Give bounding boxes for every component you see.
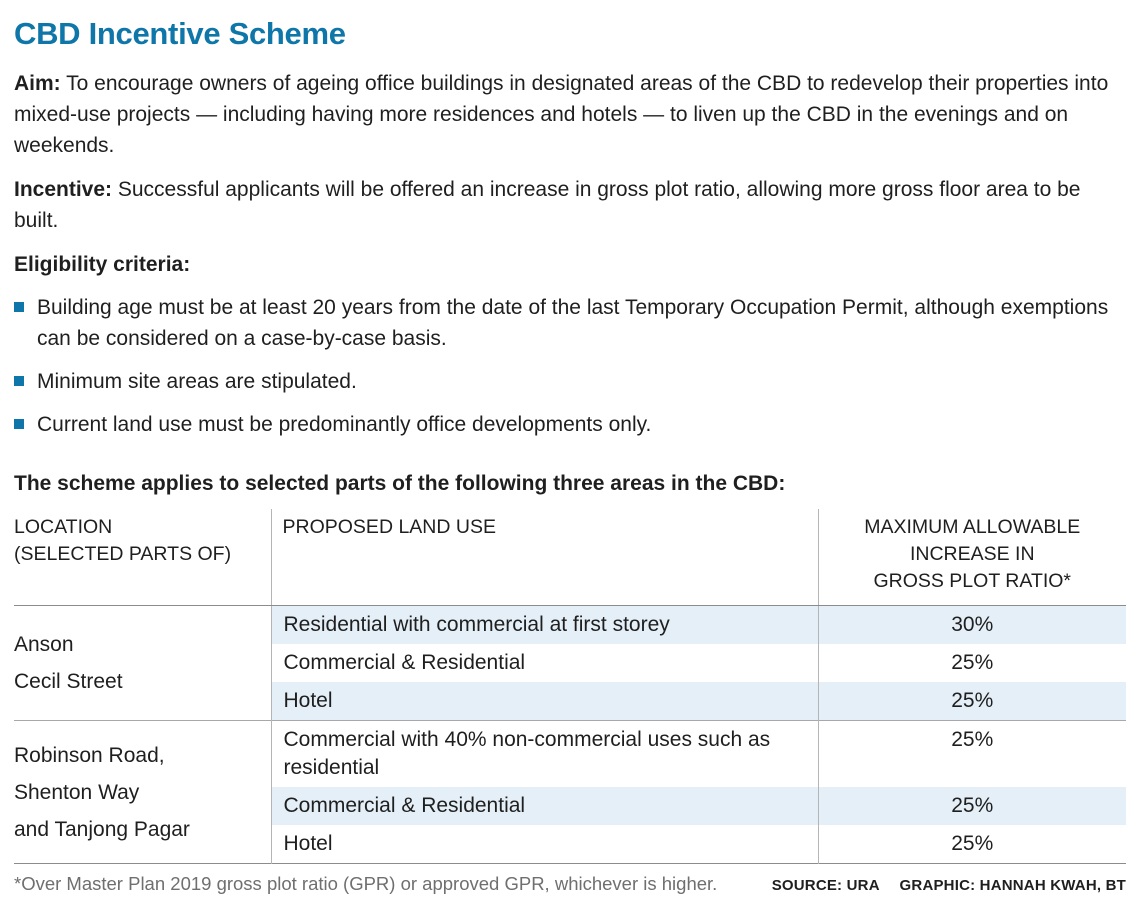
col-header-land-use: PROPOSED LAND USE bbox=[270, 509, 818, 606]
col-header-max-increase: MAXIMUM ALLOWABLE INCREASE IN GROSS PLOT… bbox=[817, 509, 1126, 606]
increase-cell: 25% bbox=[817, 720, 1126, 787]
location-cell-robinson-shenton-tanjong: Robinson Road, Shenton Way and Tanjong P… bbox=[14, 720, 271, 864]
land-use-cell: Commercial & Residential bbox=[270, 787, 818, 825]
table-row: Commercial & Residential 25% bbox=[14, 644, 1126, 682]
increase-cell: 25% bbox=[817, 644, 1126, 682]
eligibility-heading: Eligibility criteria: bbox=[14, 253, 191, 276]
land-use-cell: Commercial with 40% non-commercial uses … bbox=[270, 720, 818, 787]
bullet-text: Minimum site areas are stipulated. bbox=[37, 370, 357, 393]
table-header-row: LOCATION (SELECTED PARTS OF) PROPOSED LA… bbox=[14, 509, 1126, 606]
bullet-item: Minimum site areas are stipulated. bbox=[14, 366, 1126, 397]
footnote: *Over Master Plan 2019 gross plot ratio … bbox=[14, 873, 718, 894]
land-use-cell: Residential with commercial at first sto… bbox=[270, 605, 818, 644]
table-row: Robinson Road, Shenton Way and Tanjong P… bbox=[14, 720, 1126, 864]
bullet-square-icon bbox=[14, 419, 24, 429]
bullet-text: Current land use must be predominantly o… bbox=[37, 413, 652, 436]
table-intro: The scheme applies to selected parts of … bbox=[14, 472, 786, 495]
bullet-square-icon bbox=[14, 302, 24, 312]
source-credit: SOURCE: URA bbox=[771, 877, 880, 894]
aim-label: Aim: bbox=[14, 72, 61, 95]
land-use-cell: Hotel bbox=[270, 825, 818, 864]
location-cell-anson-cecil: Anson Cecil Street bbox=[14, 633, 123, 693]
page-title: CBD Incentive Scheme bbox=[14, 16, 346, 51]
bullet-item: Current land use must be predominantly o… bbox=[14, 409, 1126, 440]
land-use-cell: Hotel bbox=[270, 682, 818, 721]
col-header-location: LOCATION (SELECTED PARTS OF) bbox=[14, 509, 271, 606]
aim-text: To encourage owners of ageing office bui… bbox=[14, 72, 1109, 157]
incentive-paragraph: Incentive: Successful applicants will be… bbox=[14, 174, 1126, 236]
table-row: Commercial & Residential 25% bbox=[14, 787, 1126, 825]
footer: *Over Master Plan 2019 gross plot ratio … bbox=[14, 864, 1126, 895]
incentive-text: Successful applicants will be offered an… bbox=[14, 178, 1081, 232]
land-use-cell: Commercial & Residential bbox=[270, 644, 818, 682]
bullet-square-icon bbox=[14, 376, 24, 386]
bullet-item: Building age must be at least 20 years f… bbox=[14, 292, 1126, 354]
credit-line: SOURCE: URA GRAPHIC: HANNAH KWAH, BT bbox=[772, 877, 1126, 894]
increase-cell: 25% bbox=[817, 825, 1126, 864]
graphic-credit: GRAPHIC: HANNAH KWAH, BT bbox=[899, 877, 1126, 894]
bullet-text: Building age must be at least 20 years f… bbox=[37, 296, 1109, 350]
incentive-label: Incentive: bbox=[14, 178, 113, 201]
increase-cell: 30% bbox=[817, 605, 1126, 644]
increase-cell: 25% bbox=[817, 787, 1126, 825]
aim-paragraph: Aim: To encourage owners of ageing offic… bbox=[14, 68, 1126, 161]
table-row: Anson Cecil Street Residential with comm… bbox=[14, 605, 1126, 693]
increase-cell: 25% bbox=[817, 682, 1126, 721]
table-row: Hotel 25% bbox=[14, 825, 1126, 864]
scheme-table: LOCATION (SELECTED PARTS OF) PROPOSED LA… bbox=[14, 509, 1126, 864]
table-row: Hotel 25% bbox=[14, 682, 1126, 721]
